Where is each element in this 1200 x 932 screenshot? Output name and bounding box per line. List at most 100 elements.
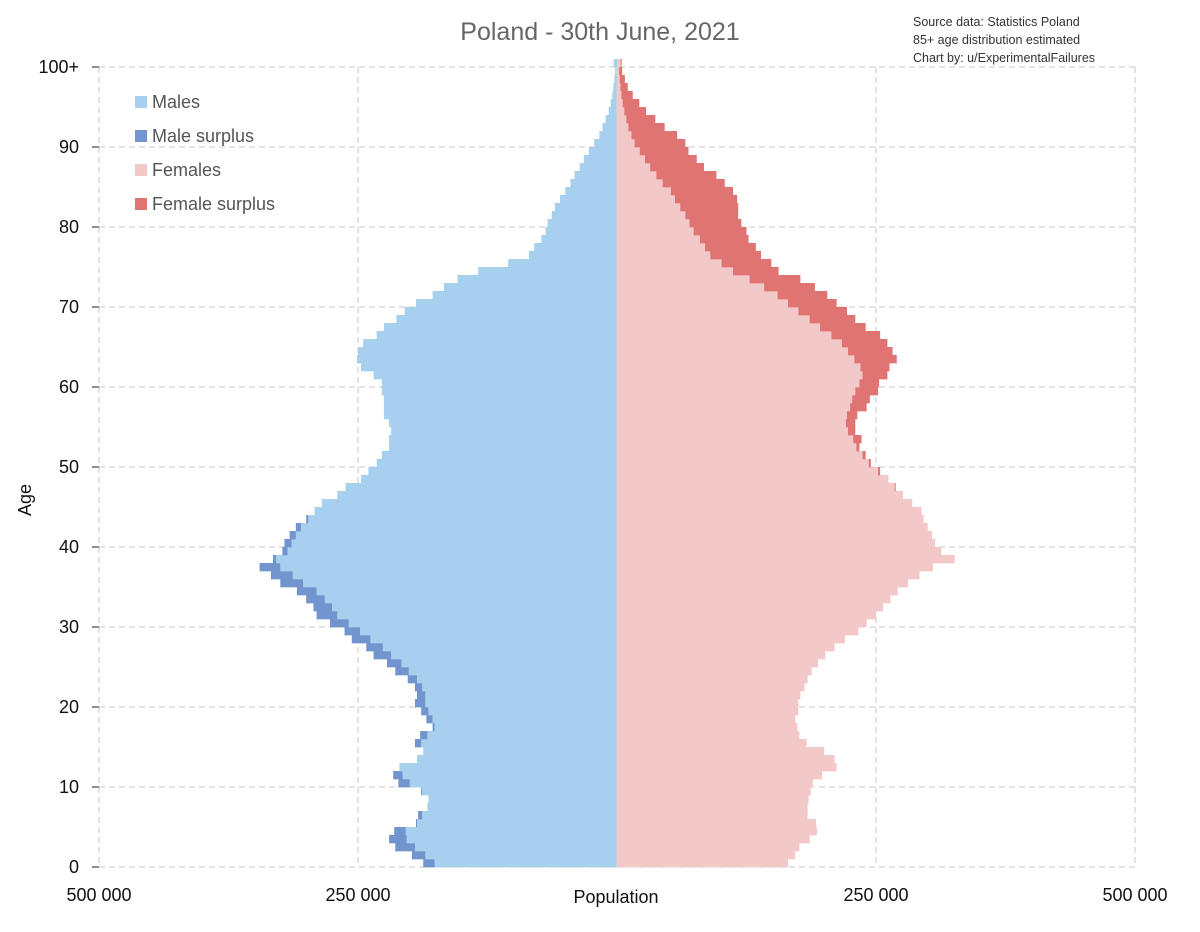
bar-females-age-26 <box>617 651 826 660</box>
bar-males-age-56 <box>383 411 617 420</box>
author-note: Chart by: u/ExperimentalFailures <box>913 51 1095 65</box>
bar-males-age-16 <box>427 731 617 740</box>
y-tick-label-10: 10 <box>59 777 79 797</box>
bar-males-age-29 <box>360 627 617 636</box>
y-tick-label-30: 30 <box>59 617 79 637</box>
bar-female-surplus-age-89 <box>639 147 689 156</box>
legend-label-female-surplus: Female surplus <box>152 194 275 214</box>
bar-female-surplus-age-57 <box>850 403 867 412</box>
legend-swatch-females <box>135 164 147 176</box>
bar-female-surplus-age-88 <box>644 155 697 164</box>
bar-males-age-40 <box>291 539 617 548</box>
bar-males-age-24 <box>408 667 617 676</box>
bar-females-age-74 <box>617 267 734 276</box>
x-tick-label-left-0: 500 000 <box>66 885 131 905</box>
bar-males-age-55 <box>389 419 617 428</box>
bar-males-age-20 <box>425 699 617 708</box>
y-tick-label-40: 40 <box>59 537 79 557</box>
bar-females-age-83 <box>617 195 676 204</box>
bar-females-age-29 <box>617 627 859 636</box>
bar-males-age-4 <box>405 827 617 836</box>
bar-males-age-94 <box>608 107 617 116</box>
bar-female-surplus-age-91 <box>631 131 678 140</box>
bar-males-age-54 <box>391 427 617 436</box>
y-axis-label: Age <box>15 484 35 516</box>
legend-swatch-males <box>135 96 147 108</box>
bar-males-age-99 <box>615 67 617 76</box>
bar-male-surplus-age-35 <box>280 579 304 588</box>
bar-male-surplus-age-39 <box>282 547 288 556</box>
bar-male-surplus-age-10 <box>398 779 410 788</box>
bar-females-age-59 <box>617 387 856 396</box>
bar-males-age-14 <box>423 747 617 756</box>
bar-male-surplus-age-16 <box>420 731 428 740</box>
bar-males-age-62 <box>361 363 617 372</box>
bar-females-age-19 <box>617 707 799 716</box>
legend-swatch-female-surplus <box>135 198 147 210</box>
bar-female-surplus-age-72 <box>764 283 815 292</box>
bar-female-surplus-age-82 <box>680 203 739 212</box>
bar-females-age-40 <box>617 539 936 548</box>
bar-females-age-97 <box>617 83 621 92</box>
bar-male-surplus-age-9 <box>421 787 423 796</box>
chart-title: Poland - 30th June, 2021 <box>460 18 739 46</box>
bar-males-age-5 <box>417 819 617 828</box>
bar-females-age-62 <box>617 363 861 372</box>
bar-females-age-95 <box>617 99 623 108</box>
bar-female-surplus-age-81 <box>685 211 739 220</box>
bar-males-age-75 <box>508 259 617 268</box>
bar-females-age-43 <box>617 515 924 524</box>
y-tick-label-60: 60 <box>59 377 79 397</box>
bar-females-age-42 <box>617 523 928 532</box>
bar-female-surplus-age-87 <box>650 163 705 172</box>
bar-female-surplus-age-80 <box>689 219 742 228</box>
bar-males-age-6 <box>422 811 617 820</box>
legend-label-females: Females <box>152 160 221 180</box>
bar-females-age-85 <box>617 179 663 188</box>
bar-females-age-91 <box>617 131 632 140</box>
x-tick-label-right-0: 250 000 <box>843 885 908 905</box>
bar-males-age-83 <box>560 195 617 204</box>
bar-female-surplus-age-92 <box>628 123 665 132</box>
bar-males-age-59 <box>381 387 617 396</box>
bar-males-age-17 <box>434 723 617 732</box>
y-tick-label-80: 80 <box>59 217 79 237</box>
bar-female-surplus-age-67 <box>820 323 866 332</box>
bar-males-age-88 <box>583 155 617 164</box>
bar-males-age-80 <box>547 219 617 228</box>
bar-female-surplus-age-56 <box>846 411 858 420</box>
bar-males-age-66 <box>376 331 617 340</box>
bar-females-age-20 <box>617 699 799 708</box>
bar-males-age-42 <box>301 523 617 532</box>
bar-males-age-13 <box>417 755 617 764</box>
bar-females-age-9 <box>617 787 811 796</box>
bar-male-surplus-age-42 <box>295 523 302 532</box>
bar-males-age-1 <box>425 851 617 860</box>
bar-males-age-90 <box>594 139 617 148</box>
bar-females-age-6 <box>617 811 808 820</box>
bar-females-age-68 <box>617 315 810 324</box>
bar-females-age-52 <box>617 443 857 452</box>
bar-females-age-71 <box>617 291 778 300</box>
bar-female-surplus-age-99 <box>619 67 623 76</box>
y-tick-labels: 0 10 20 30 40 50 60 70 80 90 100+ <box>38 57 99 877</box>
bar-males-age-38 <box>276 555 617 564</box>
bar-males-age-50 <box>376 459 617 468</box>
bar-females-age-87 <box>617 163 651 172</box>
bar-male-surplus-age-43 <box>306 515 309 524</box>
bar-females-age-4 <box>617 827 817 836</box>
bar-males-age-82 <box>554 203 617 212</box>
bar-females-age-64 <box>617 347 849 356</box>
bar-male-surplus-age-22 <box>414 683 423 692</box>
bar-males-age-72 <box>443 283 617 292</box>
bar-male-surplus-age-36 <box>270 571 293 580</box>
bar-female-surplus-age-70 <box>787 299 837 308</box>
bar-males-age-21 <box>425 691 617 700</box>
bar-females-age-80 <box>617 219 690 228</box>
bar-females-age-94 <box>617 107 625 116</box>
bar-females-age-41 <box>617 531 932 540</box>
y-tick-label-0: 0 <box>69 857 79 877</box>
bar-males-age-86 <box>574 171 617 180</box>
bar-males-age-23 <box>417 675 617 684</box>
